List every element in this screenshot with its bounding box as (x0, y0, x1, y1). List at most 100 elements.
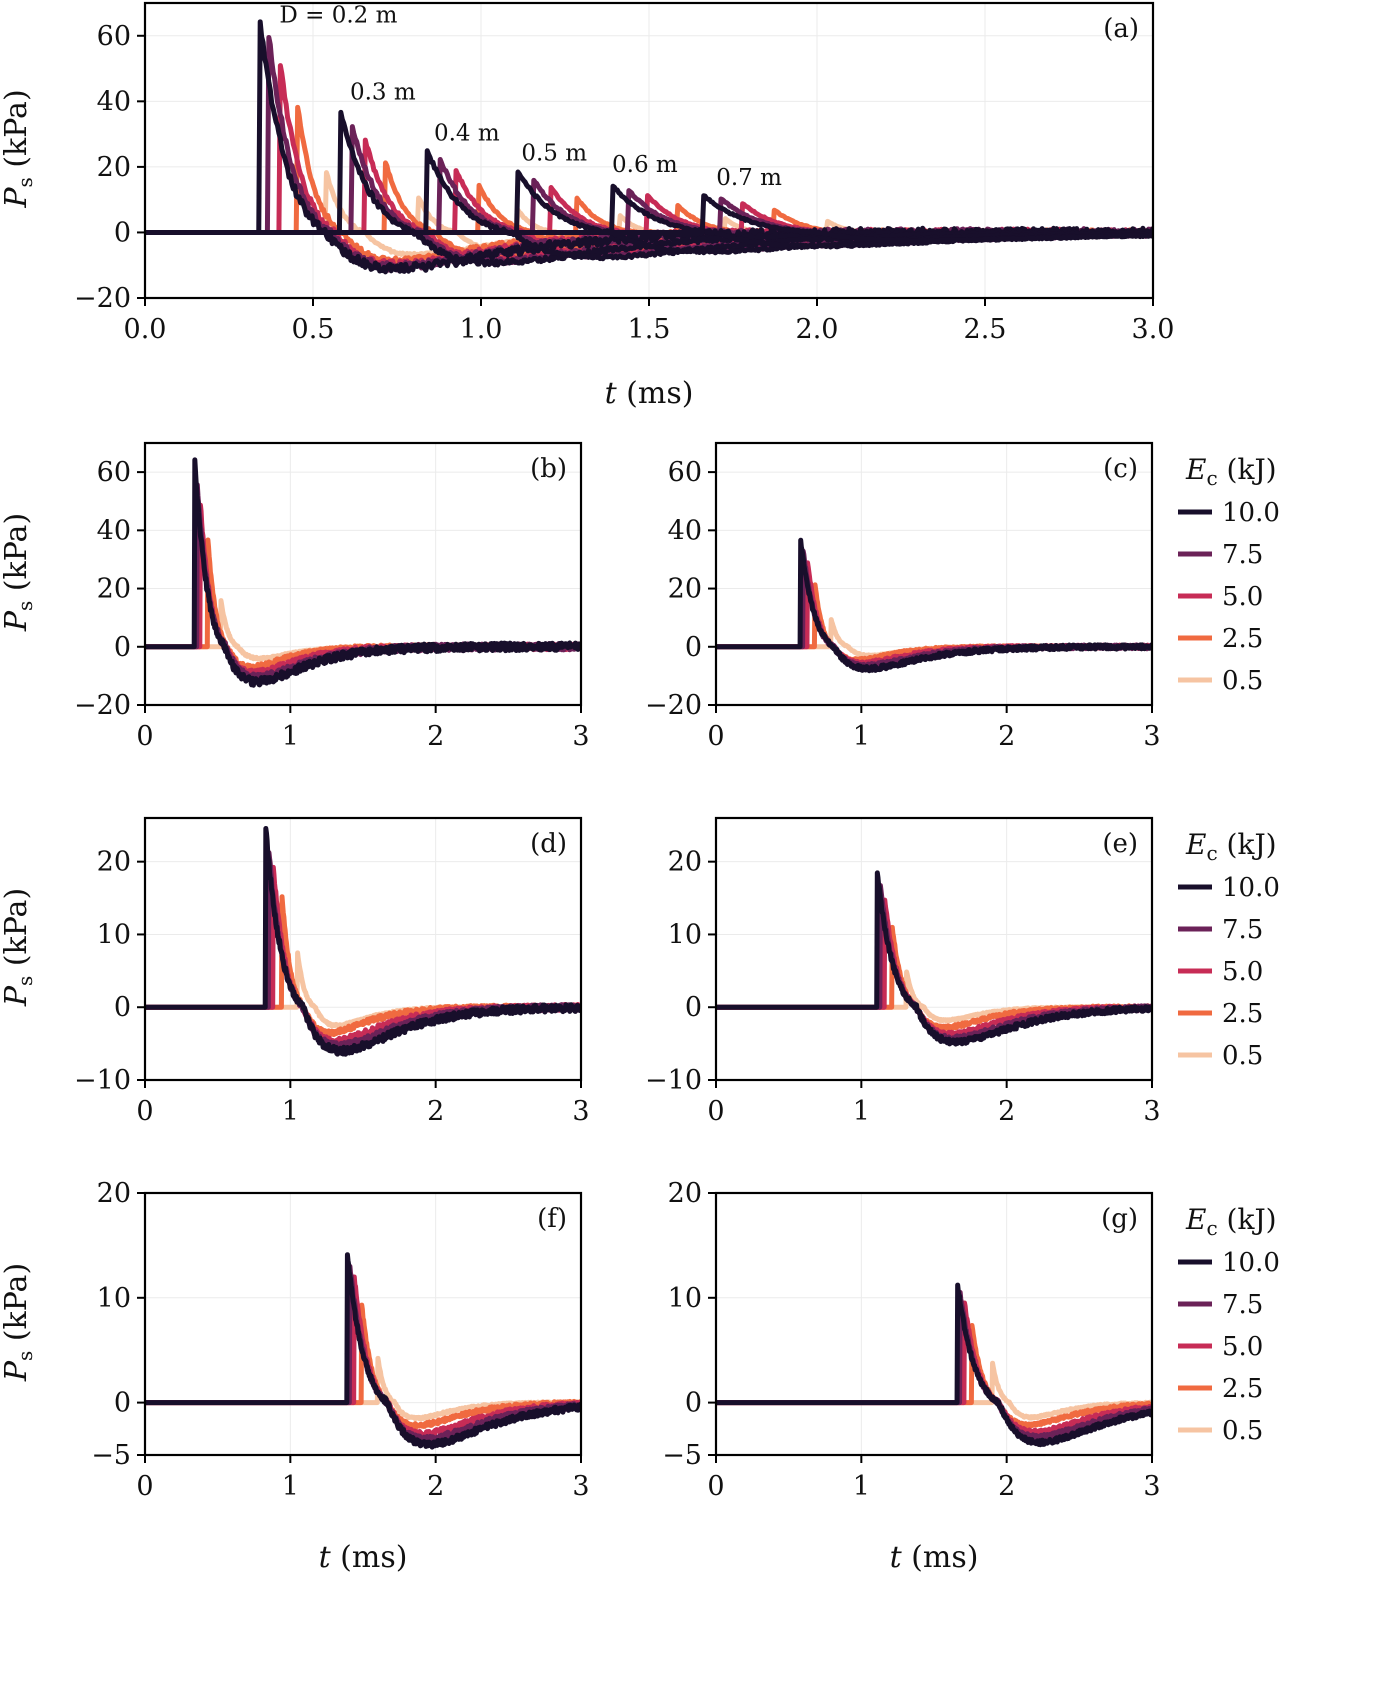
y-tick-label: −10 (645, 1065, 702, 1096)
y-axis-label: Ps (kPa) (0, 89, 37, 208)
y-tick-label: 0 (685, 632, 702, 663)
legend-title: Ec (kJ) (1185, 1203, 1277, 1240)
x-tick-label: 2 (998, 721, 1015, 752)
x-tick-label: 0.0 (124, 314, 167, 345)
distance-label: 0.6 m (612, 152, 678, 178)
y-tick-label: 10 (97, 1283, 131, 1314)
y-tick-label: 60 (97, 21, 131, 52)
x-tick-label: 1.5 (628, 314, 671, 345)
distance-label: 0.5 m (521, 140, 587, 166)
x-tick-label: 2 (427, 1096, 444, 1127)
x-tick-label: 3 (572, 1471, 589, 1502)
legend-label: 5.0 (1222, 582, 1263, 612)
series-line-10-0 (716, 870, 1152, 1047)
x-tick-label: 3.0 (1132, 314, 1175, 345)
y-tick-label: 0 (114, 992, 131, 1023)
y-axis-label: Ps (kPa) (0, 513, 37, 632)
distance-label: 0.7 m (716, 165, 782, 191)
legend-label: 7.5 (1222, 915, 1263, 945)
plot-frame (143, 816, 583, 1082)
x-axis-label: t (ms) (319, 1540, 408, 1575)
x-tick-label: 3 (1143, 721, 1160, 752)
plot-frame (714, 816, 1154, 1082)
y-axis-label: Ps (kPa) (0, 1263, 37, 1382)
series-line-10-0 (145, 826, 581, 1057)
x-tick-label: 1 (282, 721, 299, 752)
y-axis-label: Ps (kPa) (0, 888, 37, 1007)
panel-label: (e) (1102, 829, 1138, 859)
x-tick-label: 2 (427, 721, 444, 752)
y-tick-label: 0 (114, 632, 131, 663)
legend-label: 2.5 (1222, 624, 1263, 654)
x-tick-label: 1 (282, 1096, 299, 1127)
plot-frame (714, 441, 1154, 707)
series-line-10-0 (716, 1282, 1152, 1448)
panel-label: (g) (1101, 1204, 1138, 1234)
y-tick-label: −20 (74, 690, 131, 721)
legend-3: Ec (kJ) 10.0 7.5 5.0 2.5 0.5 (1178, 1203, 1280, 1446)
legend-label: 5.0 (1222, 1332, 1263, 1362)
distance-label: 0.4 m (434, 121, 500, 147)
y-tick-label: −20 (74, 283, 131, 314)
series-line-10-0 (145, 193, 1153, 244)
legend-label: 2.5 (1222, 1374, 1263, 1404)
distance-label: 0.3 m (350, 80, 416, 106)
panel-label: (b) (530, 454, 567, 484)
panel-label: (d) (530, 829, 567, 859)
legend-label: 0.5 (1222, 666, 1263, 696)
x-tick-label: 2.0 (796, 314, 839, 345)
x-tick-label: 0 (707, 1096, 724, 1127)
series-group (716, 537, 1152, 674)
x-tick-label: 1 (853, 1471, 870, 1502)
y-tick-label: 60 (668, 457, 702, 488)
x-tick-label: 0 (136, 1096, 153, 1127)
x-axis-label: t (ms) (605, 376, 694, 411)
y-tick-label: 40 (97, 86, 131, 117)
x-tick-label: 1 (853, 1096, 870, 1127)
y-tick-label: 40 (97, 515, 131, 546)
series-line-10-0 (145, 1252, 581, 1450)
legend-label: 7.5 (1222, 1290, 1263, 1320)
series-group (716, 1282, 1152, 1448)
x-tick-label: 2 (998, 1471, 1015, 1502)
y-tick-label: 20 (668, 847, 702, 878)
x-tick-label: 2 (427, 1471, 444, 1502)
x-tick-label: 0 (707, 721, 724, 752)
x-tick-label: 3 (572, 721, 589, 752)
x-tick-label: 1 (853, 721, 870, 752)
y-tick-label: 0 (685, 1388, 702, 1419)
panel-a: 0.0 0.5 1.0 1.5 2.0 2.5 3.0 −20 0 20 40 60 t (ms) Ps … (0, 1, 1175, 411)
legend-1: Ec (kJ) 10.0 7.5 5.0 2.5 0.5 (1178, 453, 1280, 696)
y-tick-label: −5 (91, 1440, 131, 1471)
series-line-10-0 (145, 457, 581, 688)
legend-label: 7.5 (1222, 540, 1263, 570)
legend-label: 0.5 (1222, 1416, 1263, 1446)
x-tick-label: 0 (136, 1471, 153, 1502)
legend-label: 10.0 (1222, 873, 1280, 903)
y-tick-label: −10 (74, 1065, 131, 1096)
y-tick-label: −5 (662, 1440, 702, 1471)
y-tick-label: 10 (668, 1283, 702, 1314)
plot-frame (714, 1191, 1154, 1457)
y-tick-label: 40 (668, 515, 702, 546)
x-tick-label: 1.0 (460, 314, 503, 345)
y-tick-label: 20 (97, 847, 131, 878)
legend-2: Ec (kJ) 10.0 7.5 5.0 2.5 0.5 (1178, 828, 1280, 1071)
x-tick-label: 3 (1143, 1096, 1160, 1127)
x-tick-label: 0 (136, 721, 153, 752)
x-tick-label: 1 (282, 1471, 299, 1502)
x-axis-label: t (ms) (890, 1540, 979, 1575)
legend-label: 5.0 (1222, 957, 1263, 987)
panel-label: (c) (1103, 454, 1138, 484)
y-tick-label: 10 (668, 919, 702, 950)
x-tick-label: 0 (707, 1471, 724, 1502)
series-group (145, 826, 581, 1057)
series-line-10-0 (716, 537, 1152, 674)
x-tick-label: 2.5 (964, 314, 1007, 345)
series-group (716, 870, 1152, 1047)
